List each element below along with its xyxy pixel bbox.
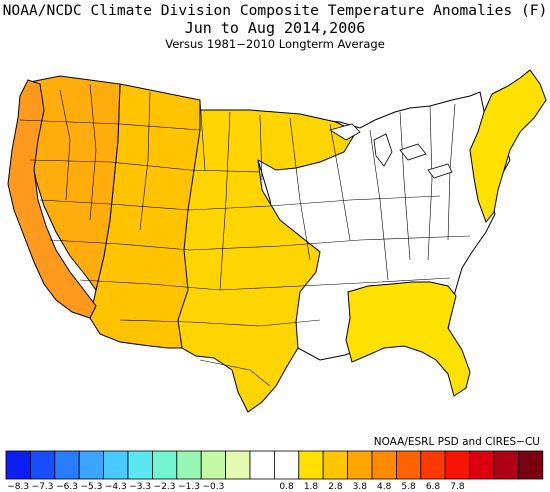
color-scale-box [298, 450, 324, 480]
color-scale-label: −6.3 [56, 482, 78, 492]
color-scale-box [469, 450, 495, 480]
color-scale-label: −1.3 [178, 482, 200, 492]
map-baseline-note: Versus 1981−2010 Longterm Average [165, 37, 385, 51]
color-scale-box [29, 450, 56, 480]
color-scale-labels: −8.3 −7.3 −6.3 −5.3 −4.3 −3.3 −2.3 −1.3 −0.3 0.8 1… [7, 482, 465, 492]
color-scale-label: −3.3 [129, 482, 151, 492]
color-scale-label: 6.8 [426, 482, 441, 492]
color-scale-label: −7.3 [32, 482, 54, 492]
color-scale-label: 5.8 [401, 482, 416, 492]
color-scale-box [176, 450, 202, 480]
color-scale-box [5, 450, 31, 480]
color-scale-box [200, 450, 226, 480]
color-scale-box [249, 450, 275, 480]
color-scale-label: 1.8 [304, 482, 319, 492]
color-scale-label: 3.8 [353, 482, 368, 492]
color-scale-box [225, 450, 251, 480]
map-title: NOAA/NCDC Climate Division Composite Tem… [2, 2, 548, 19]
color-scale-box [78, 450, 104, 480]
color-scale-box [127, 450, 153, 480]
credit-text: NOAA/ESRL PSD and CIRES−CU [373, 436, 540, 448]
color-scale-label: 2.8 [328, 482, 343, 492]
color-scale-box [371, 450, 397, 480]
color-scale-box [273, 450, 300, 480]
color-scale-box [420, 450, 446, 480]
color-scale-box [54, 450, 80, 480]
color-scale-label: 4.8 [377, 482, 392, 492]
division-boundaries [19, 83, 471, 387]
region-northeast [469, 69, 547, 224]
color-scale-box [444, 450, 471, 480]
color-scale-box [151, 450, 178, 480]
color-scale-label: −4.3 [105, 482, 127, 492]
color-scale-box [103, 450, 129, 480]
region-southeast [345, 281, 471, 397]
color-scale-label: −0.3 [202, 482, 224, 492]
color-scale-box [493, 450, 519, 480]
color-scale-box [395, 450, 422, 480]
color-scale-label: 0.8 [279, 482, 294, 492]
color-scale-box [347, 450, 373, 480]
color-scale-box [518, 450, 544, 480]
color-scale-box [322, 450, 349, 480]
map-subtitle: Jun to Aug 2014,2006 [184, 19, 366, 37]
color-scale-label: −5.3 [80, 482, 102, 492]
color-scale-label: −8.3 [7, 482, 29, 492]
color-scale-label: 7.8 [450, 482, 465, 492]
color-scale-boxes [5, 450, 544, 480]
color-scale-label: −2.3 [154, 482, 176, 492]
great-lakes [329, 123, 453, 179]
